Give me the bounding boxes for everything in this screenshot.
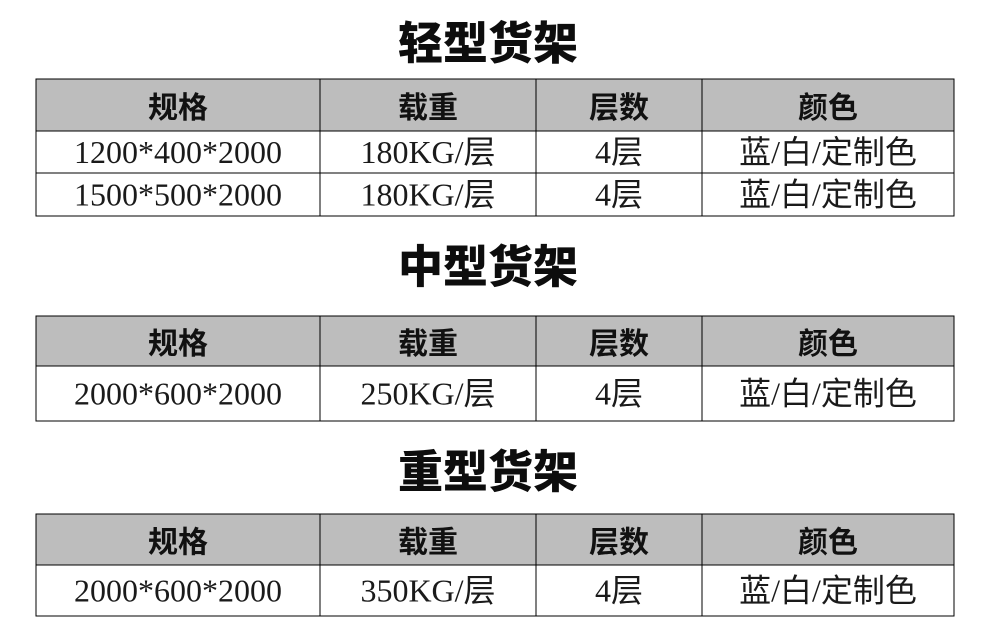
svg-text:4层: 4层: [595, 376, 643, 412]
svg-text:250KG/层: 250KG/层: [360, 376, 495, 412]
svg-text:蓝/白/定制色: 蓝/白/定制色: [739, 573, 917, 609]
svg-text:颜色: 颜色: [798, 83, 858, 127]
svg-text:蓝/白/定制色: 蓝/白/定制色: [739, 177, 917, 213]
svg-text:层数: 层数: [589, 83, 649, 127]
svg-text:规格: 规格: [148, 518, 208, 562]
svg-text:规格: 规格: [148, 83, 208, 127]
svg-text:2000*600*2000: 2000*600*2000: [74, 376, 282, 412]
svg-text:载重: 载重: [398, 518, 458, 562]
svg-text:350KG/层: 350KG/层: [360, 573, 495, 609]
svg-text:轻型货架: 轻型货架: [398, 7, 578, 72]
svg-text:规格: 规格: [148, 319, 208, 363]
svg-text:中型货架: 中型货架: [398, 231, 578, 296]
svg-text:1200*400*2000: 1200*400*2000: [74, 134, 282, 170]
svg-text:重型货架: 重型货架: [398, 435, 578, 500]
svg-text:载重: 载重: [398, 319, 458, 363]
svg-text:4层: 4层: [595, 134, 643, 170]
svg-text:载重: 载重: [398, 83, 458, 127]
svg-text:2000*600*2000: 2000*600*2000: [74, 573, 282, 609]
svg-text:180KG/层: 180KG/层: [360, 134, 495, 170]
svg-text:1500*500*2000: 1500*500*2000: [74, 177, 282, 213]
svg-text:层数: 层数: [589, 319, 649, 363]
svg-text:蓝/白/定制色: 蓝/白/定制色: [739, 376, 917, 412]
svg-text:颜色: 颜色: [798, 518, 858, 562]
svg-text:4层: 4层: [595, 177, 643, 213]
svg-text:颜色: 颜色: [798, 319, 858, 363]
svg-text:180KG/层: 180KG/层: [360, 177, 495, 213]
svg-text:4层: 4层: [595, 573, 643, 609]
svg-text:蓝/白/定制色: 蓝/白/定制色: [739, 134, 917, 170]
svg-text:层数: 层数: [589, 518, 649, 562]
